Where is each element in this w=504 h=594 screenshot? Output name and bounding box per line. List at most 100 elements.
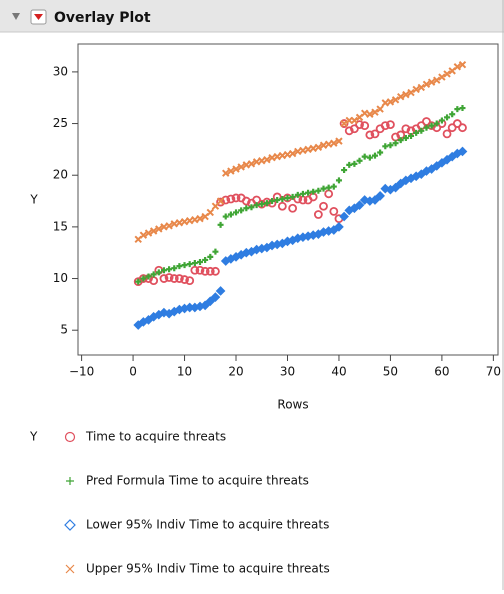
data-point xyxy=(314,143,323,152)
data-point xyxy=(233,209,240,216)
data-point xyxy=(170,220,178,228)
y-tick-label: 25 xyxy=(53,116,68,130)
data-point xyxy=(449,111,456,118)
data-point xyxy=(438,73,446,81)
data-point xyxy=(273,152,281,161)
data-point xyxy=(211,266,220,276)
data-point xyxy=(210,292,221,302)
data-point xyxy=(407,88,415,97)
data-point xyxy=(206,208,214,217)
data-point xyxy=(447,123,457,133)
data-point xyxy=(299,146,307,155)
data-point xyxy=(202,256,209,263)
data-point xyxy=(155,225,163,233)
data-point xyxy=(205,296,216,307)
data-point xyxy=(452,119,462,128)
data-point xyxy=(335,177,342,184)
data-point xyxy=(180,218,189,226)
data-point xyxy=(135,278,142,285)
data-point xyxy=(418,127,425,134)
legend-marker xyxy=(64,519,76,531)
data-point xyxy=(269,198,276,205)
data-point xyxy=(205,266,215,276)
legend-label: Upper 95% Indiv Time to acquire threats xyxy=(86,562,330,576)
data-point xyxy=(315,187,322,194)
x-tick-label: 50 xyxy=(383,365,398,379)
data-point xyxy=(386,120,395,129)
data-point xyxy=(459,105,466,112)
legend-marker xyxy=(64,431,76,443)
data-point xyxy=(149,227,158,235)
data-point xyxy=(226,194,236,204)
x-tick-label: 20 xyxy=(228,365,243,379)
data-point xyxy=(386,98,395,106)
menu-icon[interactable] xyxy=(34,14,43,20)
data-point xyxy=(339,211,349,222)
legend-title: Y xyxy=(29,430,38,444)
data-point xyxy=(169,274,179,283)
data-point xyxy=(211,202,220,210)
data-point xyxy=(263,200,270,207)
data-point xyxy=(232,165,240,173)
data-point xyxy=(387,142,394,149)
data-point xyxy=(412,85,420,94)
data-point xyxy=(200,266,210,276)
data-point xyxy=(252,158,261,166)
x-tick-label: 60 xyxy=(434,365,449,379)
data-point xyxy=(288,149,297,158)
data-point xyxy=(139,231,148,239)
data-point xyxy=(427,121,437,131)
disclosure-triangle[interactable] xyxy=(12,13,20,20)
data-point xyxy=(181,262,188,269)
data-point xyxy=(294,147,302,156)
data-point xyxy=(458,60,467,69)
data-point xyxy=(310,188,317,195)
x-tick-label: −10 xyxy=(69,365,94,379)
legend-label: Time to acquire threats xyxy=(85,430,226,444)
data-point xyxy=(191,215,199,224)
data-point xyxy=(305,189,312,196)
data-point xyxy=(423,124,430,131)
data-point xyxy=(176,263,183,270)
data-point xyxy=(180,275,189,284)
data-point xyxy=(140,275,147,282)
data-point xyxy=(185,216,194,225)
data-point xyxy=(258,157,266,165)
data-point xyxy=(370,195,380,205)
data-point xyxy=(356,157,363,164)
data-point xyxy=(164,273,174,282)
data-point xyxy=(313,210,323,219)
data-point xyxy=(325,184,332,191)
data-point xyxy=(284,194,291,201)
data-point xyxy=(454,106,461,113)
data-point xyxy=(413,129,420,136)
y-tick-label: 30 xyxy=(53,64,68,78)
data-point xyxy=(258,201,265,208)
data-point xyxy=(160,267,167,274)
data-point xyxy=(365,130,375,140)
data-point xyxy=(268,153,276,162)
data-point xyxy=(354,200,365,211)
data-point xyxy=(422,80,431,89)
data-point xyxy=(279,195,286,202)
data-point xyxy=(227,167,235,175)
x-tick-label: 30 xyxy=(280,365,295,379)
data-point xyxy=(248,204,255,211)
data-point xyxy=(397,92,405,101)
legend-label: Pred Formula Time to acquire threats xyxy=(86,474,309,488)
data-point xyxy=(392,140,399,147)
y-axis-label: Y xyxy=(29,193,38,207)
data-point xyxy=(175,219,184,227)
chart-title: Overlay Plot xyxy=(54,10,151,26)
data-point xyxy=(390,182,401,193)
data-point xyxy=(355,120,364,129)
data-point xyxy=(186,261,193,268)
data-point xyxy=(402,90,410,99)
data-point xyxy=(319,141,328,149)
data-point xyxy=(360,109,369,117)
data-point xyxy=(289,193,296,200)
data-point xyxy=(247,160,256,168)
data-point xyxy=(274,197,281,204)
data-point xyxy=(351,160,358,167)
